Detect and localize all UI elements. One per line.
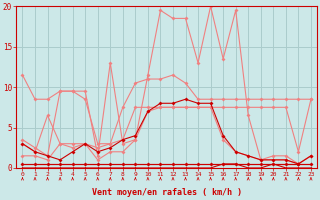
X-axis label: Vent moyen/en rafales ( km/h ): Vent moyen/en rafales ( km/h ): [92, 188, 242, 197]
